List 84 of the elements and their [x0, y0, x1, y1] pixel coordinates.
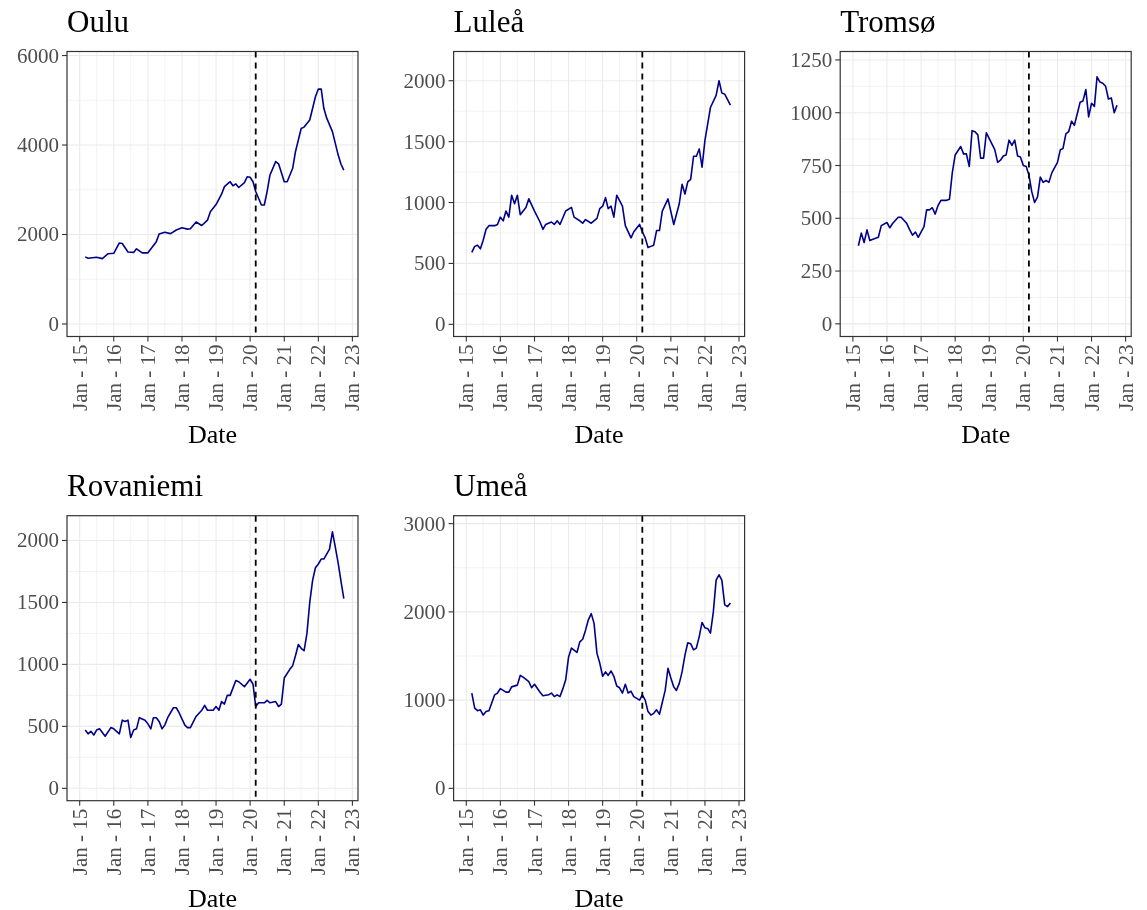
y-tick-label: 1500 [17, 590, 59, 615]
y-tick-label: 1000 [17, 652, 59, 677]
x-tick-label: Jan - 23 [340, 808, 365, 876]
y-tick-label: 1000 [403, 688, 446, 713]
x-tick-label: Jan - 21 [658, 344, 683, 411]
x-tick-label: Jan - 16 [488, 808, 513, 876]
x-tick-label: Jan - 20 [624, 344, 649, 411]
x-tick-label: Jan - 15 [840, 344, 865, 411]
chart-title: Umeå [453, 468, 528, 504]
x-axis-title: Date [574, 884, 624, 910]
y-tick-label: 500 [27, 714, 59, 739]
x-tick-label: Jan - 22 [692, 808, 717, 876]
x-tick-label: Jan - 21 [272, 808, 297, 876]
y-tick-label: 500 [414, 251, 446, 276]
x-tick-label: Jan - 20 [624, 808, 649, 876]
y-tick-label: 4000 [17, 133, 59, 158]
y-tick-label: 1500 [403, 129, 446, 154]
y-tick-label: 500 [800, 206, 833, 231]
x-tick-label: Jan - 16 [101, 344, 126, 411]
x-tick-label: Jan - 21 [272, 344, 297, 411]
y-tick-label: 2000 [403, 599, 446, 624]
x-tick-label: Jan - 20 [238, 808, 263, 876]
x-tick-label: Jan - 18 [943, 344, 968, 411]
x-tick-label: Jan - 21 [1045, 344, 1070, 411]
x-tick-label: Jan - 22 [306, 344, 331, 411]
x-tick-label: Jan - 22 [1079, 344, 1104, 411]
y-tick-label: 3000 [403, 511, 446, 536]
line-series [471, 574, 732, 716]
x-tick-label: Jan - 18 [556, 344, 581, 411]
x-tick-label: Jan - 19 [204, 344, 229, 411]
x-tick-label: Jan - 19 [590, 344, 615, 411]
x-tick-label: Jan - 23 [727, 344, 751, 411]
x-tick-label: Jan - 16 [874, 344, 899, 411]
y-tick-label: 250 [800, 259, 833, 284]
x-axis-title: Date [574, 420, 624, 449]
chart-title: Luleå [453, 4, 525, 39]
x-tick-label: Jan - 15 [454, 344, 479, 411]
x-tick-label: Jan - 15 [67, 344, 92, 411]
y-tick-label: 0 [48, 311, 59, 336]
x-tick-label: Jan - 19 [977, 344, 1002, 411]
x-tick-label: Jan - 22 [306, 808, 331, 876]
y-tick-label: 6000 [17, 43, 59, 68]
y-tick-label: 0 [48, 776, 59, 801]
x-tick-label: Jan - 16 [101, 808, 126, 876]
x-tick-label: Jan - 23 [1113, 344, 1138, 411]
y-tick-label: 0 [821, 311, 833, 336]
x-tick-label: Jan - 21 [658, 808, 683, 876]
x-tick-label: Jan - 18 [169, 808, 194, 876]
x-tick-label: Jan - 15 [454, 808, 479, 876]
y-tick-label: 2000 [17, 528, 59, 553]
x-tick-label: Jan - 16 [488, 344, 513, 411]
line-series [857, 76, 1118, 247]
x-tick-label: Jan - 17 [135, 808, 160, 876]
x-tick-label: Jan - 23 [727, 808, 751, 876]
line-series [84, 531, 345, 739]
chart-title: Rovaniemi [67, 468, 204, 504]
x-tick-label: Jan - 23 [340, 344, 365, 411]
x-tick-label: Jan - 22 [692, 344, 717, 411]
y-tick-label: 2000 [17, 222, 59, 247]
y-tick-label: 1000 [790, 100, 833, 125]
x-tick-label: Jan - 19 [590, 808, 615, 876]
line-series [84, 88, 345, 260]
x-tick-label: Jan - 18 [556, 808, 581, 876]
chart-title: Oulu [67, 4, 129, 39]
y-tick-label: 2000 [403, 68, 446, 93]
x-tick-label: Jan - 17 [135, 344, 160, 411]
x-tick-label: Jan - 20 [1011, 344, 1036, 411]
y-tick-label: 750 [800, 153, 833, 178]
x-tick-label: Jan - 20 [238, 344, 263, 411]
x-tick-label: Jan - 17 [909, 344, 934, 411]
y-tick-label: 1250 [790, 47, 833, 72]
chart-title: Tromsø [840, 4, 936, 39]
x-axis-title: Date [187, 420, 238, 449]
x-tick-label: Jan - 15 [67, 808, 92, 876]
x-tick-label: Jan - 17 [522, 344, 547, 411]
x-tick-label: Jan - 18 [169, 344, 194, 411]
x-tick-label: Jan - 19 [204, 808, 229, 876]
x-tick-label: Jan - 17 [522, 808, 547, 876]
y-tick-label: 0 [435, 312, 446, 337]
x-axis-title: Date [961, 420, 1011, 449]
y-tick-label: 0 [435, 776, 446, 801]
line-series [471, 79, 732, 254]
y-tick-label: 1000 [403, 190, 446, 215]
x-axis-title: Date [187, 884, 238, 910]
